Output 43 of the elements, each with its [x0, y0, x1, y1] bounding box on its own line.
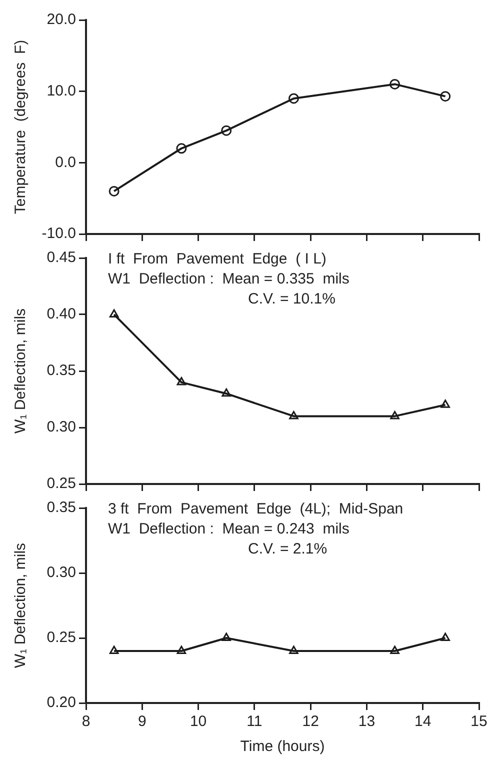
point — [288, 93, 299, 104]
x-axis-title: Time (hours) — [240, 738, 325, 756]
point — [440, 400, 450, 408]
y-tick-label: 0.25 — [46, 475, 76, 492]
x-tick-label: 15 — [470, 713, 488, 730]
x-tick-label: 13 — [358, 713, 376, 730]
point — [289, 410, 298, 420]
point — [176, 377, 186, 386]
x-tick-label: 8 — [82, 713, 90, 730]
y-tick-label: 0.25 — [46, 629, 76, 646]
point — [221, 125, 232, 136]
point — [390, 78, 400, 90]
annotation: 3 ft From Pavement Edge (4L); Mid-Span — [108, 500, 404, 518]
y-tick-label: 0.20 — [46, 694, 76, 712]
annotation: W1 Deflection : Mean = 0.335 mils — [108, 270, 350, 288]
y-tick-label: 0.35 — [46, 362, 76, 380]
x-tick-label: 10 — [190, 713, 207, 730]
y-tick-label: 0.0 — [55, 154, 76, 171]
y-tick-label: 0.30 — [46, 564, 76, 582]
point — [390, 410, 400, 420]
x-tick-label: 14 — [414, 713, 432, 730]
point — [176, 143, 187, 154]
annotation: I ft From Pavement Edge ( I L) — [108, 250, 326, 268]
annotation: C.V. = 2.1% — [248, 540, 328, 558]
x-tick-label: 11 — [246, 713, 262, 730]
y-tick-label: -10.0 — [42, 225, 76, 242]
y-axis-title: W₁ Deflection, mils — [12, 542, 30, 668]
y-axis-title: W₁ Deflection, mils — [12, 308, 30, 434]
y-tick-label: 0.30 — [46, 418, 76, 436]
y-tick-label: 0.45 — [46, 249, 76, 266]
y-tick-label: 0.35 — [46, 499, 76, 516]
point — [109, 309, 119, 318]
y-tick-label: 0.40 — [46, 306, 76, 323]
annotation: W1 Deflection : Mean = 0.243 mils — [108, 520, 350, 538]
point — [222, 388, 232, 397]
y-axis-title: Temperature (degrees F) — [12, 40, 30, 214]
point — [108, 186, 120, 196]
annotation: C.V. = 10.1% — [248, 290, 336, 308]
point — [440, 91, 451, 102]
y-tick-label: 20.0 — [46, 11, 76, 28]
y-tick-label: 10.0 — [46, 82, 76, 100]
x-tick-label: 12 — [302, 713, 319, 730]
x-tick-label: 9 — [138, 713, 146, 730]
